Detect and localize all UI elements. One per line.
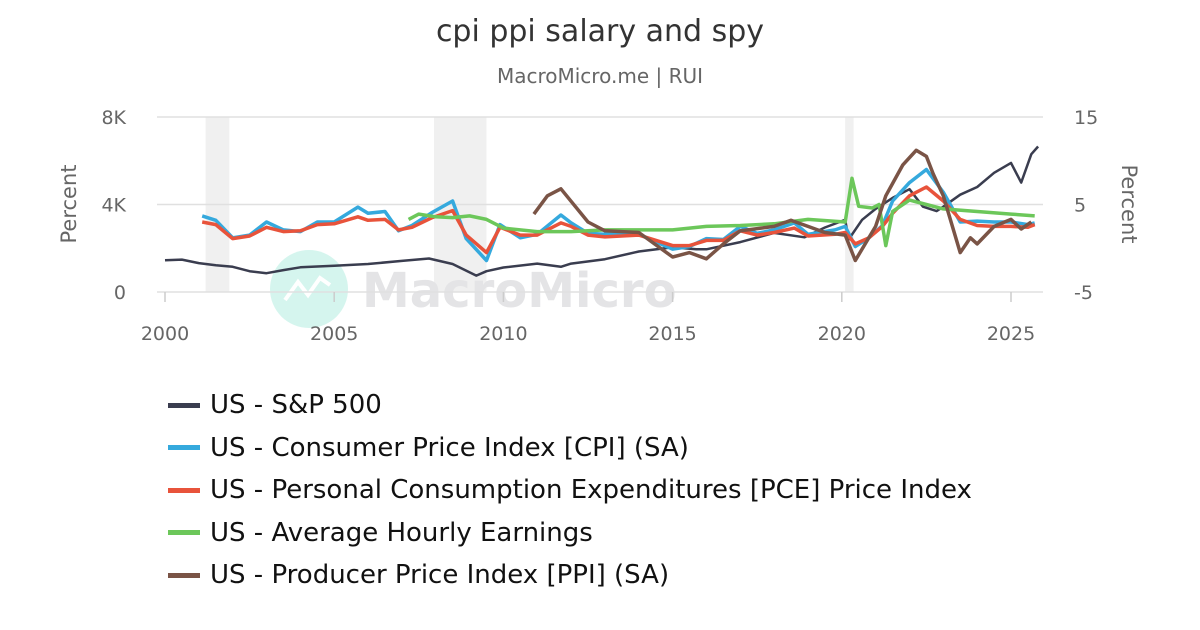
- legend-label: US - Producer Price Index [PPI] (SA): [210, 560, 670, 591]
- watermark-logo-icon: [283, 275, 332, 302]
- y-left-tick-label: 8K: [101, 107, 126, 129]
- legend-swatch: [168, 487, 200, 493]
- legend-swatch: [168, 572, 200, 578]
- y-right-axis-label: Percent: [1117, 164, 1141, 243]
- series-line-3: [407, 176, 1035, 248]
- watermark-text: MacroMicro: [362, 263, 677, 319]
- legend-item[interactable]: US - Personal Consumption Expenditures […: [168, 469, 972, 512]
- y-right-tick-label: -5: [1074, 282, 1093, 304]
- legend-label: US - Consumer Price Index [CPI] (SA): [210, 432, 689, 463]
- x-tick-label: 2015: [648, 323, 696, 345]
- y-left-tick-label: 0: [114, 282, 126, 304]
- x-tick-label: 2000: [141, 323, 189, 345]
- legend-swatch: [168, 445, 200, 451]
- legend-item[interactable]: US - Producer Price Index [PPI] (SA): [168, 554, 972, 597]
- chart-legend: US - S&P 500 US - Consumer Price Index [C…: [168, 384, 972, 597]
- legend-swatch: [168, 402, 200, 408]
- legend-label: US - S&P 500: [210, 390, 382, 421]
- legend-swatch: [168, 530, 200, 536]
- series-line-1: [201, 167, 1036, 263]
- chart-plot: MacroMicro 0 4K 8K -5 5 15 2000 2005 2010 2015 2020…: [57, 107, 1141, 345]
- y-left-tick-label: 4K: [101, 195, 126, 217]
- y-left-axis-label: Percent: [57, 164, 81, 243]
- series-line-4: [532, 148, 1033, 263]
- legend-label: US - Personal Consumption Expenditures […: [210, 475, 972, 506]
- x-tick-label: 2010: [479, 323, 527, 345]
- legend-item[interactable]: US - S&P 500: [168, 384, 972, 427]
- watermark-logo-icon: [270, 250, 348, 328]
- x-tick-label: 2005: [310, 323, 358, 345]
- y-right-tick-label: 15: [1074, 107, 1098, 129]
- x-tick-label: 2025: [987, 323, 1035, 345]
- y-right-tick-label: 5: [1074, 195, 1086, 217]
- chart-title: cpi ppi salary and spy: [435, 14, 765, 49]
- chart-subtitle: MacroMicro.me | RUI: [496, 64, 704, 88]
- legend-label: US - Average Hourly Earnings: [210, 517, 593, 548]
- legend-item[interactable]: US - Average Hourly Earnings: [168, 512, 972, 555]
- legend-item[interactable]: US - Consumer Price Index [CPI] (SA): [168, 427, 972, 470]
- x-tick-label: 2020: [818, 323, 866, 345]
- series-line-2: [201, 185, 1036, 255]
